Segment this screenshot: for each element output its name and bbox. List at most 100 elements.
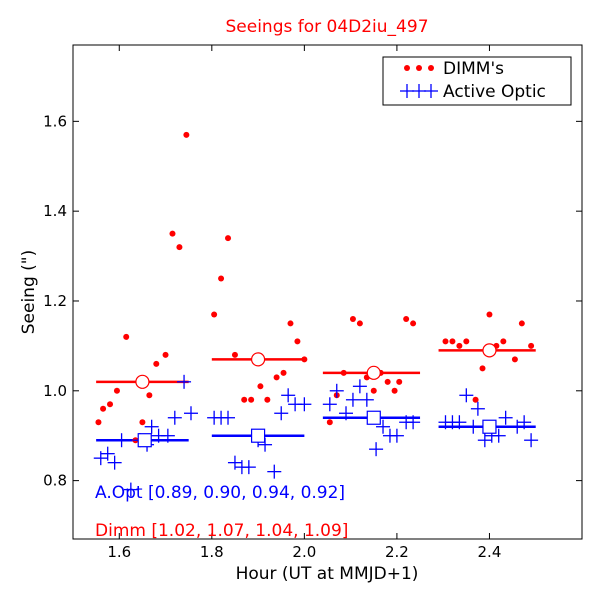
plot-frame bbox=[72, 44, 583, 540]
aopt-average-marker bbox=[250, 428, 266, 443]
y-axis-label: Seeing (") bbox=[19, 250, 39, 335]
y-tick-label: 1.4 bbox=[43, 202, 67, 220]
dimm-point bbox=[340, 369, 347, 376]
dimm-average-marker bbox=[250, 352, 266, 367]
dimm-point bbox=[356, 320, 363, 327]
aopt-point bbox=[267, 464, 282, 479]
aopt-point bbox=[359, 392, 374, 407]
dimm-average-marker bbox=[135, 374, 150, 389]
x-tick-label: 2.2 bbox=[385, 543, 409, 561]
aopt-point bbox=[470, 401, 485, 416]
aopt-point bbox=[452, 415, 467, 430]
x-tick-label: 2.4 bbox=[478, 543, 502, 561]
dimm-average-marker bbox=[482, 343, 497, 358]
dimm-point bbox=[95, 419, 102, 426]
plot-area bbox=[93, 131, 539, 497]
legend-aopt-marker bbox=[400, 84, 438, 98]
aopt-point bbox=[144, 419, 159, 434]
aopt-point bbox=[345, 392, 360, 407]
aopt-point bbox=[183, 406, 198, 421]
dimm-point bbox=[370, 387, 377, 394]
dimm-point bbox=[463, 338, 470, 345]
y-tick-label: 1.0 bbox=[43, 382, 67, 400]
dimm-point bbox=[391, 387, 398, 394]
legend-dimm-dot bbox=[404, 65, 410, 71]
aopt-point bbox=[389, 428, 404, 443]
aopt-point bbox=[322, 397, 337, 412]
aopt-average-marker bbox=[482, 419, 497, 434]
dimm-average-marker bbox=[366, 365, 381, 380]
axis-ticks: 1.6 1.8 2.0 2.2 2.4 0.8 1.0 1.2 1.4 1.6 bbox=[43, 45, 582, 561]
dimm-point bbox=[169, 230, 176, 237]
aopt-point bbox=[241, 460, 256, 475]
aopt-point bbox=[517, 415, 532, 430]
dimm-point bbox=[511, 356, 518, 363]
dimm-point bbox=[403, 315, 410, 322]
dimm-point bbox=[442, 338, 449, 345]
aopt-point bbox=[297, 397, 312, 412]
aopt-point bbox=[352, 379, 367, 394]
aopt-point bbox=[123, 482, 138, 497]
dimm-point bbox=[139, 419, 146, 426]
aopt-point bbox=[329, 383, 344, 398]
aopt-point bbox=[498, 410, 513, 425]
dimm-point bbox=[123, 333, 130, 340]
aopt-point bbox=[274, 406, 289, 421]
aopt-point bbox=[459, 388, 474, 403]
legend-dimm-dot bbox=[428, 65, 434, 71]
legend-aopt-label: Active Optic bbox=[443, 82, 546, 102]
dimm-point bbox=[211, 311, 218, 318]
aopt-point bbox=[114, 433, 129, 448]
y-tick-label: 1.2 bbox=[43, 292, 67, 310]
dimm-point bbox=[183, 131, 190, 138]
dimm-point bbox=[449, 338, 456, 345]
x-tick-label: 1.8 bbox=[200, 543, 224, 561]
dimm-point bbox=[456, 342, 463, 349]
aopt-point bbox=[369, 442, 384, 457]
y-tick-label: 1.6 bbox=[43, 112, 67, 130]
aopt-point bbox=[466, 419, 481, 434]
aopt-point bbox=[160, 428, 175, 443]
legend-box bbox=[382, 56, 572, 106]
aopt-point bbox=[376, 419, 391, 434]
chart-legend: DIMM's Active Optic bbox=[382, 56, 572, 106]
aopt-averages-annotation: A.Opt [0.89, 0.90, 0.94, 0.92] bbox=[95, 483, 345, 503]
dimm-point bbox=[273, 374, 280, 381]
dimm-point bbox=[472, 396, 479, 403]
dimm-point bbox=[113, 387, 120, 394]
x-tick-label: 2.0 bbox=[292, 543, 316, 561]
dimm-point bbox=[162, 351, 169, 358]
dimm-point bbox=[384, 378, 391, 385]
chart-title: Seeings for 04D2iu_497 bbox=[225, 17, 428, 37]
dimm-point bbox=[479, 365, 486, 372]
dimm-point bbox=[486, 311, 493, 318]
aopt-point bbox=[339, 406, 354, 421]
aopt-point bbox=[406, 415, 421, 430]
aopt-point bbox=[221, 410, 236, 425]
dimm-point bbox=[528, 342, 535, 349]
dimm-point bbox=[218, 275, 225, 282]
aopt-point bbox=[177, 374, 192, 389]
dimm-point bbox=[248, 396, 255, 403]
dimm-point bbox=[241, 396, 248, 403]
aopt-point bbox=[281, 388, 296, 403]
dimm-point bbox=[518, 320, 525, 327]
dimm-point bbox=[301, 356, 308, 363]
dimm-point bbox=[294, 338, 301, 345]
y-tick-label: 0.8 bbox=[43, 472, 67, 490]
aopt-average-marker bbox=[366, 410, 381, 425]
legend-dimm-dot bbox=[416, 65, 422, 71]
x-axis-label: Hour (UT at MMJD+1) bbox=[236, 564, 419, 584]
dimm-point bbox=[326, 419, 333, 426]
dimm-point bbox=[225, 235, 232, 242]
dimm-point bbox=[264, 396, 271, 403]
dimm-point bbox=[257, 383, 264, 390]
dimm-point bbox=[280, 369, 287, 376]
aopt-point bbox=[524, 433, 539, 448]
dimm-point bbox=[100, 405, 107, 412]
aopt-point bbox=[167, 410, 182, 425]
dimm-point bbox=[396, 378, 403, 385]
dimm-point bbox=[500, 338, 507, 345]
dimm-point bbox=[146, 392, 153, 399]
